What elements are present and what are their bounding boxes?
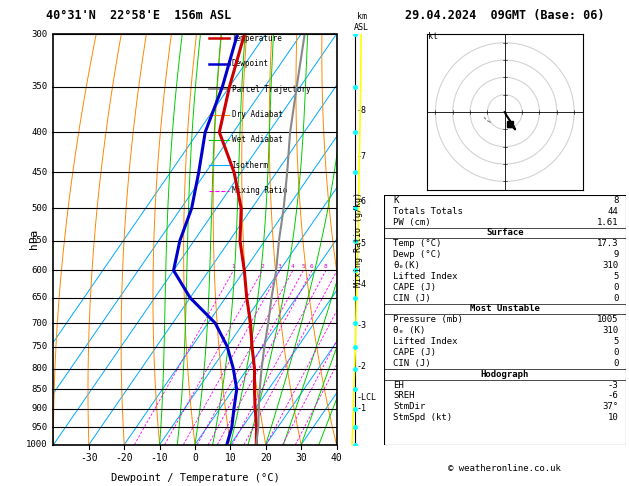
Text: Isotherm: Isotherm <box>232 161 269 170</box>
Text: -4: -4 <box>356 280 366 289</box>
Text: CIN (J): CIN (J) <box>393 359 431 368</box>
Text: Temperature: Temperature <box>232 34 282 43</box>
Text: 850: 850 <box>31 385 48 394</box>
Text: 1: 1 <box>231 264 235 269</box>
Text: Dewpoint / Temperature (°C): Dewpoint / Temperature (°C) <box>111 473 279 484</box>
Text: 0: 0 <box>613 283 618 292</box>
Text: 600: 600 <box>31 266 48 275</box>
Text: -30: -30 <box>80 453 97 463</box>
Text: 9: 9 <box>613 250 618 260</box>
Text: -8: -8 <box>356 105 366 115</box>
Text: 900: 900 <box>31 404 48 413</box>
Text: PW (cm): PW (cm) <box>393 218 431 227</box>
Text: -6: -6 <box>356 197 366 206</box>
Text: © weatheronline.co.uk: © weatheronline.co.uk <box>448 464 561 473</box>
Text: 5: 5 <box>613 272 618 281</box>
Text: -10: -10 <box>151 453 169 463</box>
Text: 300: 300 <box>31 30 48 38</box>
Text: 310: 310 <box>603 326 618 335</box>
Text: 8: 8 <box>324 264 328 269</box>
Text: Temp (°C): Temp (°C) <box>393 240 442 248</box>
Text: 10: 10 <box>225 453 237 463</box>
Text: -5: -5 <box>356 240 366 248</box>
Text: Dewp (°C): Dewp (°C) <box>393 250 442 260</box>
Text: θₑ(K): θₑ(K) <box>393 261 420 270</box>
Text: Wet Adiabat: Wet Adiabat <box>232 136 282 144</box>
Text: 0: 0 <box>613 294 618 303</box>
Text: CAPE (J): CAPE (J) <box>393 348 437 357</box>
Text: -LCL: -LCL <box>356 393 376 402</box>
Text: SREH: SREH <box>393 392 415 400</box>
Text: Most Unstable: Most Unstable <box>470 304 540 313</box>
Text: -3: -3 <box>356 321 366 330</box>
Text: 800: 800 <box>31 364 48 373</box>
Text: Surface: Surface <box>486 228 523 238</box>
Text: Dewpoint: Dewpoint <box>232 59 269 68</box>
Text: θₑ (K): θₑ (K) <box>393 326 426 335</box>
Text: -20: -20 <box>115 453 133 463</box>
Text: 350: 350 <box>31 82 48 91</box>
Text: 750: 750 <box>31 342 48 351</box>
Text: 8: 8 <box>613 196 618 205</box>
Text: 0: 0 <box>613 359 618 368</box>
Text: -6: -6 <box>608 392 618 400</box>
Text: 0: 0 <box>192 453 198 463</box>
Text: -1: -1 <box>356 404 366 413</box>
Text: StmDir: StmDir <box>393 402 426 411</box>
Text: Parcel Trajectory: Parcel Trajectory <box>232 85 311 93</box>
Text: CIN (J): CIN (J) <box>393 294 431 303</box>
Text: Totals Totals: Totals Totals <box>393 207 463 216</box>
Text: 29.04.2024  09GMT (Base: 06): 29.04.2024 09GMT (Base: 06) <box>405 9 604 22</box>
Text: 44: 44 <box>608 207 618 216</box>
Text: 40°31'N  22°58'E  156m ASL: 40°31'N 22°58'E 156m ASL <box>46 9 231 22</box>
Text: Pressure (mb): Pressure (mb) <box>393 315 463 325</box>
Text: 37°: 37° <box>603 402 618 411</box>
Text: 950: 950 <box>31 423 48 432</box>
Text: EH: EH <box>393 381 404 390</box>
Text: 5: 5 <box>301 264 305 269</box>
Text: Mixing Ratio (g/kg): Mixing Ratio (g/kg) <box>354 192 363 287</box>
Text: 1005: 1005 <box>597 315 618 325</box>
Text: 500: 500 <box>31 204 48 213</box>
Text: Lifted Index: Lifted Index <box>393 272 458 281</box>
Text: Mixing Ratio: Mixing Ratio <box>232 187 287 195</box>
Text: 4: 4 <box>291 264 295 269</box>
Text: Dry Adiabat: Dry Adiabat <box>232 110 282 119</box>
Text: 2: 2 <box>260 264 264 269</box>
Text: 10: 10 <box>608 413 618 422</box>
Text: km
ASL: km ASL <box>354 12 369 32</box>
Text: -7: -7 <box>356 152 366 161</box>
Text: 20: 20 <box>260 453 272 463</box>
Text: -3: -3 <box>608 381 618 390</box>
Text: 310: 310 <box>603 261 618 270</box>
Text: Lifted Index: Lifted Index <box>393 337 458 346</box>
Text: StmSpd (kt): StmSpd (kt) <box>393 413 452 422</box>
Text: 1000: 1000 <box>26 440 48 449</box>
Text: 6: 6 <box>310 264 314 269</box>
Text: 3: 3 <box>278 264 282 269</box>
Text: hPa: hPa <box>29 229 38 249</box>
Text: 400: 400 <box>31 128 48 137</box>
Text: Hodograph: Hodograph <box>481 370 529 379</box>
Text: -2: -2 <box>356 362 366 371</box>
Text: 650: 650 <box>31 293 48 302</box>
Text: 30: 30 <box>295 453 307 463</box>
Text: K: K <box>393 196 399 205</box>
Text: 450: 450 <box>31 168 48 177</box>
Text: 1.61: 1.61 <box>597 218 618 227</box>
Text: 700: 700 <box>31 318 48 328</box>
Text: CAPE (J): CAPE (J) <box>393 283 437 292</box>
Text: kt: kt <box>428 32 438 41</box>
Text: 40: 40 <box>331 453 342 463</box>
Text: 17.3: 17.3 <box>597 240 618 248</box>
Text: 5: 5 <box>613 337 618 346</box>
Text: 0: 0 <box>613 348 618 357</box>
Text: 550: 550 <box>31 236 48 245</box>
